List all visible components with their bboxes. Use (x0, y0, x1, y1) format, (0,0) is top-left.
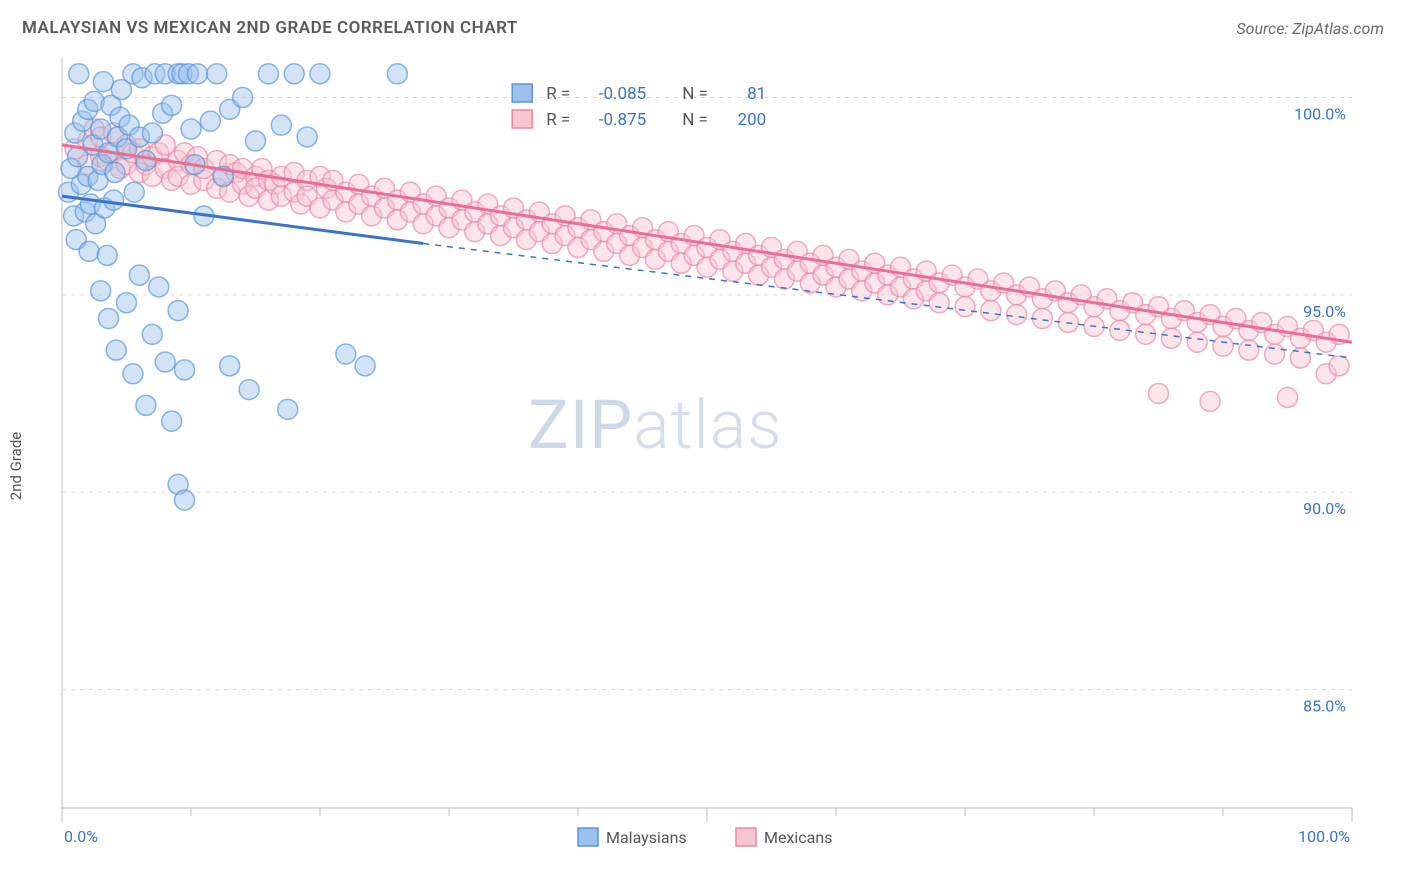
svg-text:100.0%: 100.0% (1294, 104, 1346, 123)
svg-text:ZIPatlas: ZIPatlas (528, 385, 783, 465)
svg-text:Mexicans: Mexicans (764, 828, 832, 847)
svg-text:N =: N = (682, 110, 708, 130)
svg-text:R =: R = (546, 110, 570, 130)
svg-text:200: 200 (738, 110, 767, 130)
source-credit: Source: ZipAtlas.com (1236, 19, 1384, 38)
svg-text:81: 81 (747, 84, 766, 104)
svg-text:0.0%: 0.0% (64, 827, 98, 846)
y-axis-label: 2nd Grade (7, 432, 25, 500)
correlation-scatter-chart: 85.0% 90.0% 95.0% 100.0% ZIPatlas 0.0% 100.0% R… (52, 48, 1382, 884)
svg-text:Malaysians: Malaysians (606, 828, 687, 847)
svg-text:R =: R = (546, 84, 570, 104)
svg-text:-0.085: -0.085 (599, 84, 646, 104)
svg-text:-0.875: -0.875 (599, 110, 646, 130)
chart-title: MALAYSIAN VS MEXICAN 2ND GRADE CORRELATI… (22, 18, 518, 38)
svg-text:95.0%: 95.0% (1303, 302, 1346, 321)
svg-text:85.0%: 85.0% (1303, 697, 1346, 716)
svg-text:N =: N = (682, 84, 708, 104)
svg-text:90.0%: 90.0% (1303, 499, 1346, 518)
svg-text:100.0%: 100.0% (1298, 827, 1350, 846)
